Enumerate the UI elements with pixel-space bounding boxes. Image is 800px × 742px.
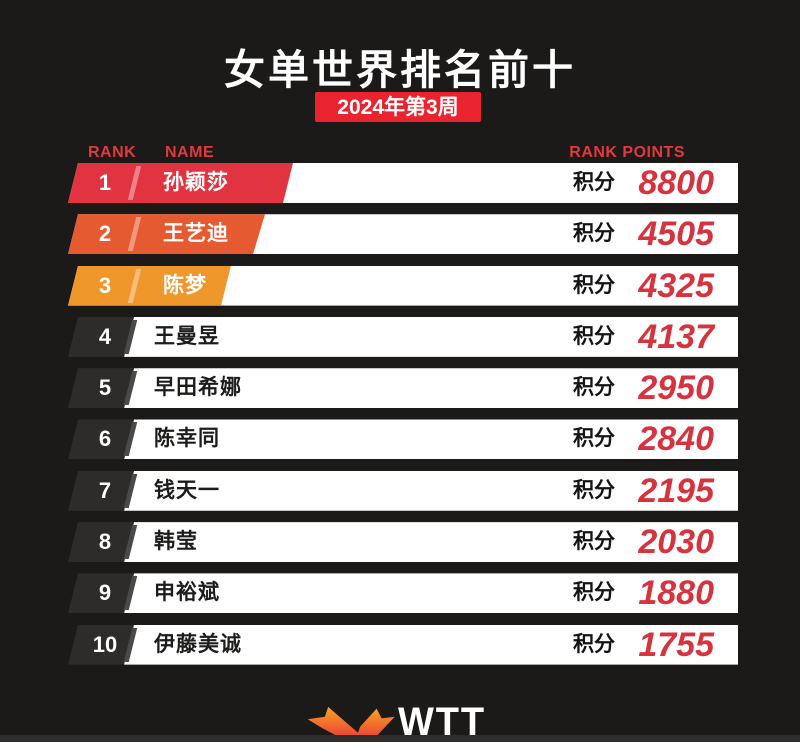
player-name: 王艺迪 — [163, 222, 229, 246]
points-value: 2950 — [638, 369, 714, 408]
points-label: 积分 — [573, 530, 615, 554]
wtt-logo-icon — [307, 706, 395, 742]
player-name: 早田希娜 — [154, 376, 242, 400]
rank-row: 8 韩莹 积分 2030 — [68, 522, 738, 563]
player-name: 陈幸同 — [154, 427, 220, 451]
player-name: 陈梦 — [163, 273, 207, 297]
rank-number: 5 — [98, 375, 112, 401]
rank-number: 3 — [98, 272, 112, 298]
column-header-rank: RANK — [88, 144, 137, 161]
row-background — [124, 316, 738, 357]
player-name: 王曼昱 — [154, 324, 220, 348]
points-label: 积分 — [573, 171, 615, 194]
points-label: 积分 — [573, 478, 615, 502]
rank-number: 7 — [98, 477, 112, 503]
points-label: 积分 — [573, 581, 615, 605]
points-label: 积分 — [573, 632, 615, 656]
points-value: 4505 — [638, 215, 714, 254]
points-value: 2195 — [638, 471, 714, 510]
rank-number: 6 — [98, 426, 112, 452]
column-header-name: NAME — [165, 144, 215, 161]
points-value: 1755 — [638, 625, 714, 664]
points-value: 8800 — [638, 164, 714, 202]
rank-row: 3 陈梦 积分 4325 — [68, 265, 738, 306]
rank-color-bar — [68, 522, 134, 563]
rank-color-bar — [68, 419, 134, 460]
rank-row: 5 早田希娜 积分 2950 — [68, 368, 738, 409]
rank-row: 7 钱天一 积分 2195 — [68, 470, 738, 511]
bottom-strip — [0, 735, 800, 742]
rank-row: 4 王曼昱 积分 4137 — [68, 316, 738, 357]
rank-color-bar — [68, 316, 134, 357]
rank-row: 9 申裕斌 积分 1880 — [68, 573, 738, 614]
player-name: 韩莹 — [154, 530, 198, 554]
points-value: 1880 — [638, 574, 714, 613]
rank-number: 4 — [98, 323, 112, 349]
rank-number: 10 — [92, 631, 118, 657]
rank-number: 2 — [98, 221, 112, 247]
rank-number: 9 — [98, 580, 112, 606]
points-label: 积分 — [573, 273, 615, 297]
points-value: 4137 — [638, 317, 714, 356]
row-background — [124, 470, 738, 511]
points-label: 积分 — [573, 324, 615, 348]
points-label: 积分 — [573, 376, 615, 400]
rank-number: 8 — [98, 529, 112, 555]
rank-color-bar — [68, 573, 134, 614]
rank-color-bar — [68, 265, 231, 306]
points-label: 积分 — [573, 222, 615, 246]
row-background — [124, 624, 738, 665]
page-title: 女单世界排名前十 — [224, 47, 576, 93]
rank-row: 1 孙颖莎 积分 8800 — [68, 163, 738, 203]
points-value: 4325 — [638, 266, 714, 305]
rank-color-bar — [68, 214, 265, 255]
row-background — [124, 368, 738, 409]
week-badge: 2024年第3周 — [315, 92, 481, 122]
rank-row: 6 陈幸同 积分 2840 — [68, 419, 738, 460]
rank-row: 10 伊藤美诚 积分 1755 — [68, 624, 738, 665]
player-name: 孙颖莎 — [163, 171, 229, 194]
rank-color-bar — [68, 368, 134, 409]
row-background — [124, 573, 738, 614]
player-name: 申裕斌 — [154, 581, 220, 605]
player-name: 钱天一 — [154, 478, 220, 502]
rank-color-bar — [68, 470, 134, 511]
points-value: 2840 — [638, 420, 714, 459]
ranking-table: 1 孙颖莎 积分 8800 2 王艺迪 积分 4505 3 陈梦 积分 4325… — [68, 163, 738, 676]
rank-color-bar — [68, 624, 134, 665]
rank-row: 2 王艺迪 积分 4505 — [68, 214, 738, 255]
row-background — [124, 419, 738, 460]
rank-color-bar — [68, 163, 293, 203]
points-value: 2030 — [638, 523, 714, 562]
player-name: 伊藤美诚 — [154, 632, 242, 656]
column-header-points: RANK POINTS — [569, 144, 685, 161]
points-label: 积分 — [573, 427, 615, 451]
rank-number: 1 — [98, 170, 112, 195]
row-background — [124, 522, 738, 563]
